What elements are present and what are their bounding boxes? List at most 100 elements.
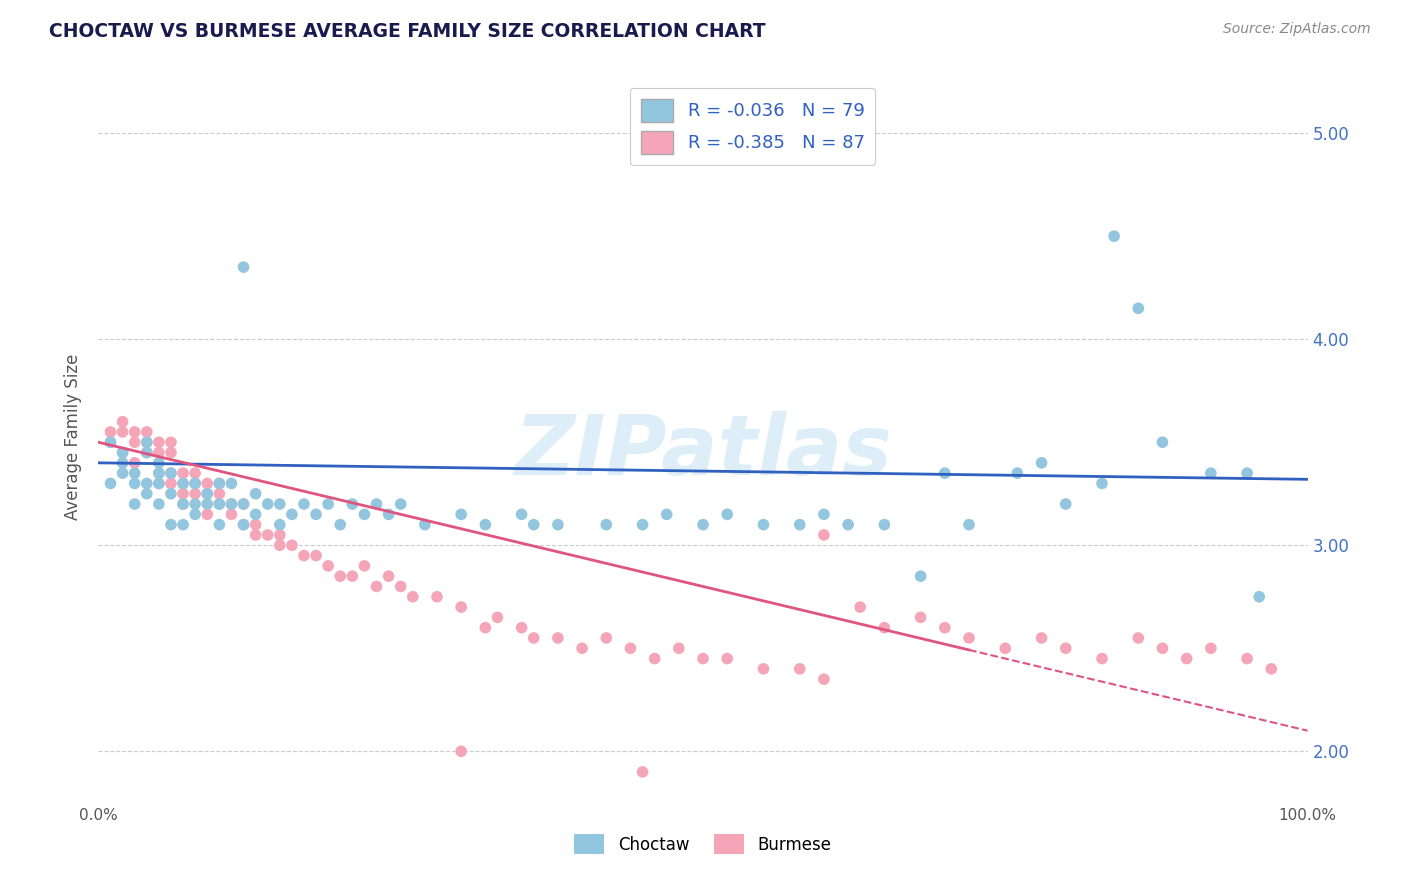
- Point: [160, 466, 183, 480]
- Point: [245, 517, 267, 532]
- Point: [172, 497, 194, 511]
- Point: [221, 497, 243, 511]
- Point: [221, 497, 243, 511]
- Point: [366, 579, 388, 593]
- Point: [256, 528, 278, 542]
- Point: [160, 466, 183, 480]
- Point: [426, 590, 449, 604]
- Point: [752, 517, 775, 532]
- Point: [221, 476, 243, 491]
- Point: [232, 497, 254, 511]
- Point: [377, 508, 399, 522]
- Point: [316, 558, 339, 573]
- Point: [450, 508, 472, 522]
- Point: [789, 662, 811, 676]
- Point: [160, 487, 183, 501]
- Point: [172, 476, 194, 491]
- Point: [148, 497, 170, 511]
- Point: [245, 528, 267, 542]
- Point: [100, 435, 122, 450]
- Point: [547, 631, 569, 645]
- Point: [910, 610, 932, 624]
- Point: [292, 497, 315, 511]
- Point: [232, 517, 254, 532]
- Point: [148, 466, 170, 480]
- Point: [256, 497, 278, 511]
- Point: [148, 445, 170, 459]
- Point: [1007, 466, 1029, 480]
- Point: [1152, 641, 1174, 656]
- Point: [329, 569, 352, 583]
- Point: [1128, 631, 1150, 645]
- Point: [100, 425, 122, 439]
- Point: [111, 445, 134, 459]
- Point: [1199, 641, 1222, 656]
- Point: [269, 517, 291, 532]
- Point: [1175, 651, 1198, 665]
- Point: [195, 497, 218, 511]
- Point: [208, 476, 231, 491]
- Point: [124, 425, 146, 439]
- Point: [631, 517, 654, 532]
- Point: [111, 415, 134, 429]
- Point: [510, 508, 533, 522]
- Point: [232, 497, 254, 511]
- Point: [450, 744, 472, 758]
- Point: [789, 517, 811, 532]
- Point: [135, 425, 157, 439]
- Point: [377, 569, 399, 583]
- Y-axis label: Average Family Size: Average Family Size: [65, 354, 83, 520]
- Point: [474, 517, 496, 532]
- Point: [389, 497, 412, 511]
- Point: [910, 569, 932, 583]
- Point: [353, 558, 375, 573]
- Point: [245, 487, 267, 501]
- Text: Source: ZipAtlas.com: Source: ZipAtlas.com: [1223, 22, 1371, 37]
- Point: [644, 651, 666, 665]
- Point: [813, 528, 835, 542]
- Point: [1031, 631, 1053, 645]
- Text: CHOCTAW VS BURMESE AVERAGE FAMILY SIZE CORRELATION CHART: CHOCTAW VS BURMESE AVERAGE FAMILY SIZE C…: [49, 22, 766, 41]
- Point: [1031, 456, 1053, 470]
- Point: [184, 476, 207, 491]
- Point: [619, 641, 641, 656]
- Point: [148, 456, 170, 470]
- Point: [1260, 662, 1282, 676]
- Point: [873, 517, 896, 532]
- Point: [172, 517, 194, 532]
- Point: [172, 497, 194, 511]
- Point: [184, 466, 207, 480]
- Point: [342, 569, 364, 583]
- Point: [208, 497, 231, 511]
- Point: [111, 425, 134, 439]
- Point: [135, 445, 157, 459]
- Point: [135, 487, 157, 501]
- Point: [172, 487, 194, 501]
- Point: [413, 517, 436, 532]
- Point: [571, 641, 593, 656]
- Point: [692, 517, 714, 532]
- Point: [631, 764, 654, 779]
- Point: [100, 476, 122, 491]
- Point: [957, 517, 980, 532]
- Point: [269, 528, 291, 542]
- Point: [813, 672, 835, 686]
- Point: [1236, 651, 1258, 665]
- Point: [316, 497, 339, 511]
- Point: [292, 549, 315, 563]
- Point: [1249, 590, 1271, 604]
- Point: [195, 508, 218, 522]
- Point: [1054, 497, 1077, 511]
- Point: [135, 445, 157, 459]
- Point: [716, 651, 738, 665]
- Point: [1236, 466, 1258, 480]
- Point: [184, 497, 207, 511]
- Point: [849, 600, 872, 615]
- Point: [994, 641, 1017, 656]
- Point: [1152, 435, 1174, 450]
- Point: [281, 538, 304, 552]
- Point: [172, 466, 194, 480]
- Point: [111, 466, 134, 480]
- Point: [111, 445, 134, 459]
- Point: [837, 517, 859, 532]
